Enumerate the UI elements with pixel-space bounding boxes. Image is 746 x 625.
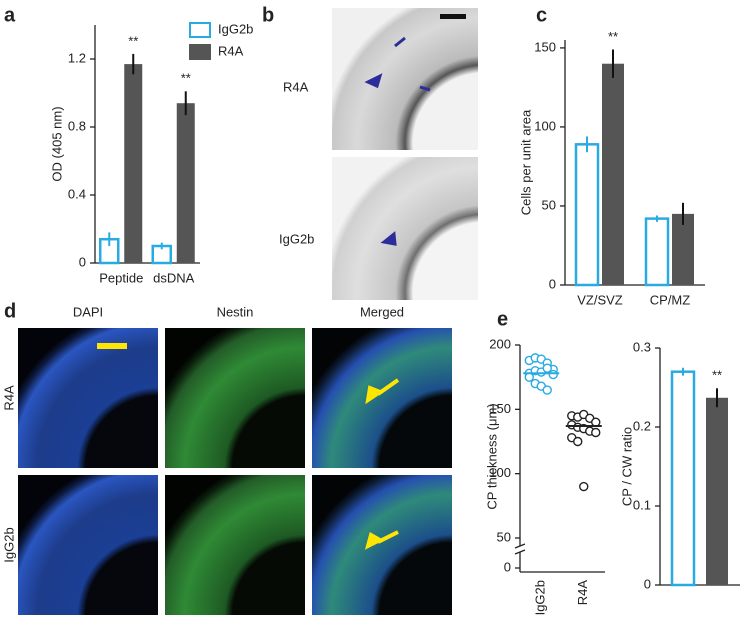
bar	[706, 397, 728, 585]
bar	[644, 217, 670, 287]
micrograph	[18, 475, 158, 615]
x-tick-label: dsDNA	[153, 270, 195, 285]
panel-label: c	[536, 4, 547, 26]
legend-label: R4A	[218, 43, 244, 58]
row-label: IgG2b	[1, 527, 16, 562]
y-tick-label: 150	[534, 39, 556, 54]
bar	[574, 143, 600, 287]
panel-label: a	[4, 4, 16, 26]
scale-bar	[440, 14, 466, 19]
x-tick-label: VZ/SVZ	[577, 292, 623, 307]
y-axis-label: CP thickness (μm)	[484, 403, 499, 509]
data-point	[548, 369, 558, 380]
y-tick-label: 0	[644, 576, 651, 591]
significance: **	[128, 33, 138, 48]
y-tick-label: 0.3	[633, 339, 651, 354]
legend-swatch	[189, 44, 211, 60]
column-label: Nestin	[217, 304, 254, 319]
y-tick-label: 100	[534, 118, 556, 133]
y-axis-label: OD (405 nm)	[49, 106, 64, 181]
data-point	[542, 363, 552, 373]
significance: **	[608, 29, 618, 44]
bar	[670, 370, 696, 587]
y-tick-label: 1.2	[68, 50, 86, 65]
row-label: R4A	[283, 79, 309, 94]
arrow	[364, 378, 400, 550]
data-point	[591, 427, 601, 438]
y-tick-label: 0.2	[633, 418, 651, 433]
y-tick-label: 0.1	[633, 497, 651, 512]
micrograph	[165, 328, 305, 468]
arrow	[364, 36, 431, 246]
y-tick-label: 100	[489, 465, 511, 480]
panel-label: d	[4, 300, 16, 322]
y-axis-label: Cells per unit area	[518, 109, 533, 215]
data-point	[591, 417, 601, 427]
data-point	[579, 481, 589, 492]
y-tick-label: 150	[489, 401, 511, 416]
row-label: IgG2b	[279, 231, 314, 246]
scale-bar	[97, 343, 127, 349]
bar	[176, 103, 195, 263]
legend-label: IgG2b	[218, 21, 253, 36]
y-tick-label: 0	[79, 254, 86, 269]
y-axis-label: CP / CW ratio	[619, 427, 634, 506]
y-tick-label: 200	[489, 336, 511, 351]
micrograph	[312, 475, 452, 615]
x-tick-label: R4A	[575, 580, 590, 606]
significance: **	[181, 71, 191, 86]
panel-d: d DAPI Nestin Merged R4A IgG2b	[1, 300, 452, 615]
y-tick-label: 0	[504, 559, 511, 574]
legend-swatch	[189, 22, 211, 38]
bar	[602, 63, 624, 285]
micrograph	[332, 8, 478, 150]
micrograph	[332, 157, 478, 300]
bar	[672, 213, 694, 285]
y-tick-label: 0.8	[68, 118, 86, 133]
data-point	[542, 385, 552, 395]
x-tick-label: IgG2b	[533, 580, 548, 615]
bar	[124, 64, 143, 263]
data-point	[573, 436, 583, 447]
axis-break	[514, 543, 526, 555]
y-tick-label: 0	[549, 276, 556, 291]
micrograph	[312, 328, 452, 468]
micrograph	[18, 328, 158, 468]
micrograph	[165, 475, 305, 615]
column-label: DAPI	[73, 304, 103, 319]
row-label: R4A	[1, 385, 16, 411]
x-tick-label: Peptide	[99, 270, 143, 285]
y-tick-label: 0.4	[68, 186, 86, 201]
panel-label: e	[497, 308, 508, 330]
x-tick-label: CP/MZ	[650, 292, 691, 307]
column-label: Merged	[360, 304, 404, 319]
panel-b: b R4A IgG2b	[262, 4, 478, 300]
panel-label: b	[262, 4, 274, 26]
data-point	[524, 372, 534, 382]
y-tick-label: 50	[542, 197, 556, 212]
significance: **	[712, 368, 722, 383]
y-tick-label: 50	[497, 529, 511, 544]
